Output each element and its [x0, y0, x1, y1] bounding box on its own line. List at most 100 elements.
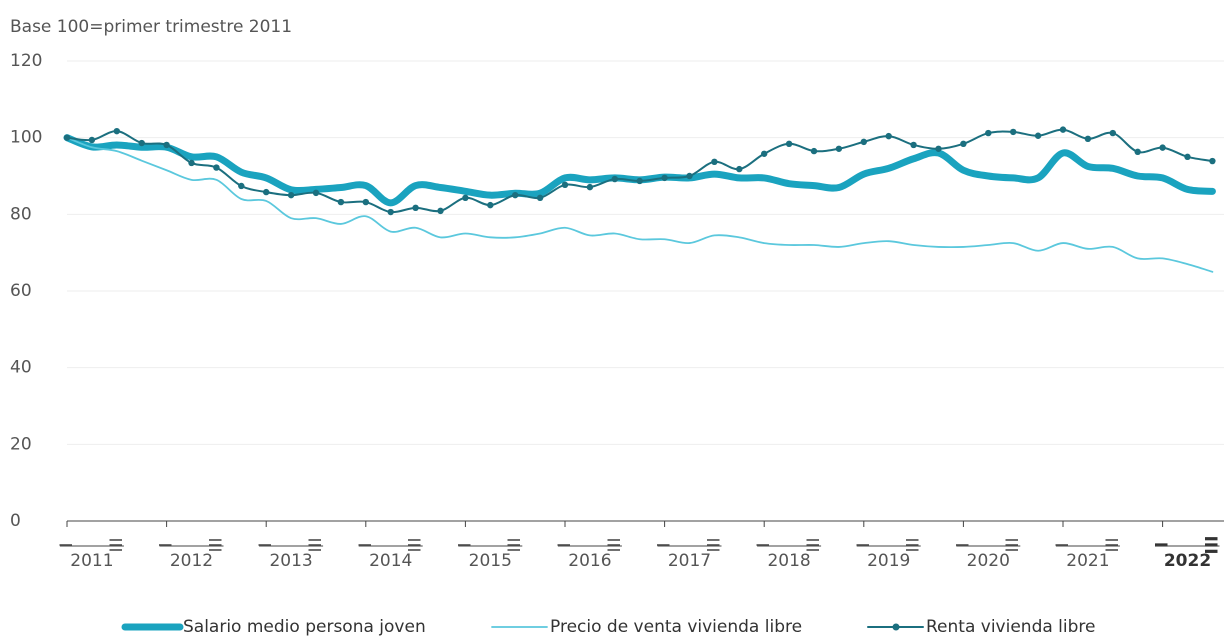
- series-marker: [985, 129, 992, 137]
- series-marker: [785, 140, 793, 147]
- legend-label: Precio de venta vivienda libre: [550, 617, 802, 636]
- series-marker: [1034, 132, 1042, 139]
- series-line: [66, 136, 1214, 273]
- series-marker: [810, 147, 818, 155]
- x-tick-label: III: [605, 537, 625, 552]
- x-tick-label: I: [256, 542, 276, 547]
- series-marker: [835, 145, 843, 152]
- series-marker: [736, 165, 743, 173]
- x-tick-label: I: [953, 542, 973, 547]
- series-marker: [88, 136, 96, 144]
- series-marker: [1134, 148, 1141, 156]
- series-marker: [113, 127, 121, 135]
- legend-label: Renta vivienda libre: [926, 617, 1096, 636]
- x-tick-label: III: [306, 537, 326, 552]
- series-marker: [387, 208, 394, 216]
- x-tick-label: I: [356, 542, 376, 547]
- y-tick-label: 0: [10, 511, 21, 531]
- legend-marker: [892, 623, 900, 631]
- x-tick-label: I: [754, 542, 774, 547]
- x-tick-label: III: [505, 537, 525, 552]
- series-marker: [860, 138, 867, 146]
- series-marker: [263, 188, 270, 196]
- year-label: 2016: [568, 551, 611, 571]
- series-marker: [487, 201, 494, 209]
- series-marker: [1159, 144, 1166, 151]
- series-marker: [63, 134, 71, 141]
- series-marker: [213, 164, 220, 171]
- year-label: 2015: [469, 551, 512, 571]
- x-tick-label: III: [1202, 536, 1222, 555]
- year-label: 2018: [767, 551, 810, 571]
- year-label: 2022: [1164, 551, 1211, 571]
- series-marker: [761, 150, 768, 157]
- x-tick-label: I: [1153, 542, 1173, 548]
- year-label: 2012: [170, 551, 213, 571]
- series-marker: [960, 140, 967, 147]
- series-marker: [138, 139, 145, 147]
- series-marker: [312, 189, 320, 197]
- series-marker: [561, 181, 569, 189]
- year-label: 2017: [668, 551, 711, 571]
- series-marker: [586, 183, 594, 191]
- x-tick-label: I: [555, 542, 575, 547]
- year-label: 2021: [1066, 551, 1109, 571]
- series-marker: [163, 141, 170, 149]
- x-tick-label: III: [1003, 537, 1023, 552]
- series-marker: [636, 177, 643, 185]
- x-tick-label: III: [107, 537, 127, 552]
- x-tick-label: III: [406, 537, 426, 552]
- x-tick-label: III: [704, 537, 724, 552]
- x-tick-label: I: [1053, 542, 1073, 547]
- year-label: 2013: [269, 551, 312, 571]
- legend-item: Salario medio persona joven: [121, 617, 426, 636]
- series-marker: [536, 194, 544, 202]
- y-tick-label: 120: [10, 51, 42, 71]
- series-marker: [1209, 157, 1216, 165]
- year-label: 2020: [967, 551, 1010, 571]
- y-tick-label: 60: [10, 281, 32, 301]
- series-marker: [462, 194, 469, 202]
- chart-subtitle: Base 100=primer trimestre 2011: [10, 17, 292, 37]
- legend-item: Renta vivienda libre: [867, 617, 1096, 636]
- series-marker: [935, 145, 942, 152]
- series-marker: [686, 172, 693, 180]
- x-tick-label: I: [455, 542, 475, 547]
- year-label: 2014: [369, 551, 412, 571]
- x-tick-label: III: [206, 537, 226, 552]
- series-marker: [1184, 153, 1191, 161]
- x-tick-label: I: [854, 542, 874, 547]
- series-marker: [711, 158, 718, 166]
- y-tick-label: 20: [10, 434, 32, 454]
- x-tick-label: I: [655, 542, 675, 547]
- series-marker: [188, 159, 195, 167]
- series-marker: [287, 191, 295, 199]
- series-line: [63, 134, 1216, 207]
- y-tick-label: 100: [10, 128, 42, 148]
- x-tick-label: I: [57, 542, 77, 547]
- year-label: 2019: [867, 551, 910, 571]
- x-tick-label: I: [157, 542, 177, 547]
- series-marker: [1109, 129, 1117, 137]
- year-label: 2011: [70, 551, 113, 571]
- series-marker: [337, 198, 345, 206]
- series-marker: [611, 175, 618, 183]
- series-marker: [1084, 135, 1092, 143]
- series-marker: [1059, 126, 1067, 133]
- series-marker: [910, 141, 917, 149]
- y-tick-label: 80: [10, 204, 32, 224]
- x-tick-label: III: [804, 537, 824, 552]
- legend-item: Precio de venta vivienda libre: [491, 617, 802, 636]
- series-marker: [1010, 128, 1017, 136]
- series-marker: [238, 182, 245, 190]
- legend-label: Salario medio persona joven: [183, 617, 426, 636]
- series-marker: [661, 174, 668, 182]
- x-tick-label: III: [904, 537, 924, 552]
- series-marker: [437, 207, 444, 215]
- series-marker: [412, 204, 419, 212]
- y-tick-label: 40: [10, 358, 32, 378]
- series-marker: [512, 191, 519, 199]
- series-marker: [885, 132, 892, 140]
- x-tick-label: III: [1103, 537, 1123, 552]
